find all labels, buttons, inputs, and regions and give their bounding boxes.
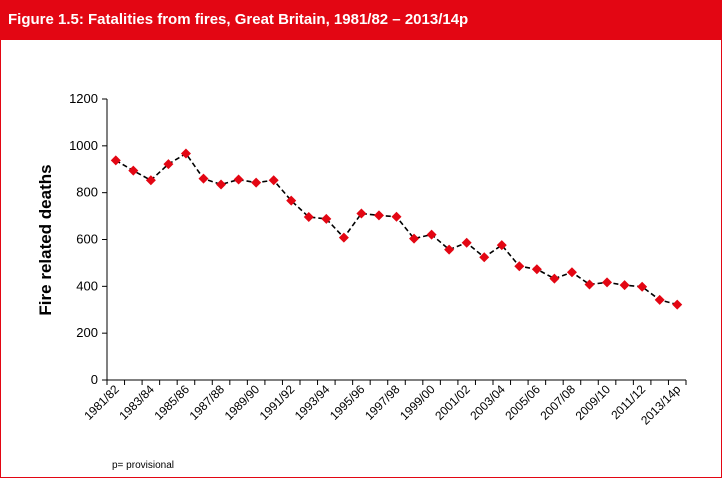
- y-tick-label: 1200: [69, 91, 98, 106]
- x-tick-label: 2001/02: [432, 382, 473, 423]
- y-tick-label: 800: [76, 185, 98, 200]
- data-point: [549, 273, 560, 284]
- data-point: [251, 177, 262, 188]
- y-tick-label: 400: [76, 278, 98, 293]
- data-point: [496, 240, 507, 251]
- data-point: [409, 233, 420, 244]
- data-point: [461, 237, 472, 248]
- data-point: [654, 294, 665, 305]
- x-tick-label: 2003/04: [467, 382, 508, 423]
- data-point: [672, 299, 683, 310]
- data-point: [128, 165, 139, 176]
- data-point: [444, 244, 455, 255]
- figure-title: Figure 1.5: Fatalities from fires, Great…: [0, 0, 722, 40]
- x-tick-label: 1983/84: [116, 382, 157, 423]
- x-tick-label: 1981/82: [81, 382, 122, 423]
- x-tick-label: 2009/10: [573, 382, 614, 423]
- data-point: [338, 232, 349, 243]
- series-line: [115, 152, 678, 306]
- x-axis: 1981/821983/841985/861987/881989/901991/…: [81, 379, 687, 428]
- x-tick-label: 1985/86: [151, 382, 192, 423]
- data-point: [373, 210, 384, 221]
- data-point: [531, 264, 542, 275]
- data-point: [233, 174, 244, 185]
- y-tick-label: 600: [76, 232, 98, 247]
- data-point: [110, 155, 121, 166]
- data-point: [479, 252, 490, 263]
- data-point: [163, 159, 174, 170]
- data-point: [637, 281, 648, 292]
- data-point: [566, 267, 577, 278]
- y-tick-label: 200: [76, 325, 98, 340]
- y-tick-label: 1000: [69, 138, 98, 153]
- x-tick-label: 1995/96: [327, 382, 368, 423]
- x-tick-label: 2005/06: [502, 382, 543, 423]
- x-tick-label: 1999/00: [397, 382, 438, 423]
- data-point: [426, 229, 437, 240]
- x-tick-label: 1993/94: [292, 382, 333, 423]
- y-tick-label: 0: [91, 372, 98, 387]
- series-layer: [110, 148, 683, 310]
- data-point: [303, 212, 314, 223]
- x-tick-label: 1989/90: [222, 382, 263, 423]
- x-tick-label: 1987/88: [187, 382, 228, 423]
- data-point: [514, 261, 525, 272]
- data-point: [145, 175, 156, 186]
- data-point: [391, 211, 402, 222]
- y-axis: 0 200 400 600 800 1000 1200: [69, 91, 108, 387]
- data-point: [619, 280, 630, 291]
- x-tick-label: 2007/08: [537, 382, 578, 423]
- data-point: [584, 279, 595, 290]
- x-tick-label: 1991/92: [257, 382, 298, 423]
- data-point: [321, 213, 332, 224]
- footnote: p= provisional: [112, 460, 174, 471]
- data-point: [356, 208, 367, 219]
- data-point: [180, 148, 191, 159]
- data-point: [602, 277, 613, 288]
- x-tick-label: 1997/98: [362, 382, 403, 423]
- data-point: [216, 179, 227, 190]
- data-point: [268, 175, 279, 186]
- data-point: [198, 173, 209, 184]
- data-point: [286, 195, 297, 206]
- y-axis-label: Fire related deaths: [36, 164, 55, 315]
